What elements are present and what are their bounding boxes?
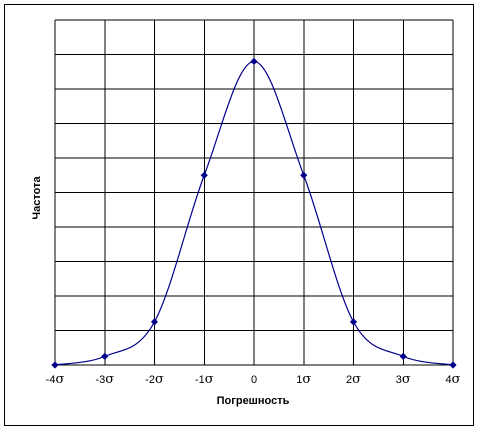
x-tick-label: 1σ (296, 372, 311, 387)
data-point-marker (349, 318, 358, 326)
data-point-marker (200, 171, 208, 179)
data-point-marker (51, 361, 59, 369)
x-tick-label: 4σ (446, 372, 461, 387)
x-tick-labels: -4σ -3σ -2σ -1σ 0 1σ 2σ 3σ 4σ (46, 372, 461, 387)
data-point-marker (300, 171, 308, 179)
x-tick-label: 2σ (346, 372, 361, 387)
x-tick-label: -3σ (95, 372, 114, 387)
x-tick-label: -2σ (145, 372, 164, 387)
data-point-marker (449, 361, 457, 369)
x-tick-label: -4σ (46, 372, 65, 387)
series-layer (51, 57, 457, 369)
grid-layer (54, 19, 454, 366)
chart-area (4, 4, 474, 426)
x-axis-title: Погрешность (217, 395, 290, 407)
y-axis-title: Частота (31, 176, 43, 220)
data-point-marker (150, 318, 159, 326)
x-tick-label: -1σ (195, 372, 214, 387)
data-point-marker (101, 352, 109, 360)
data-point-marker (399, 352, 407, 360)
data-point-marker (250, 57, 258, 65)
x-tick-label: 3σ (396, 372, 411, 387)
x-tick-label: 0 (251, 374, 257, 386)
